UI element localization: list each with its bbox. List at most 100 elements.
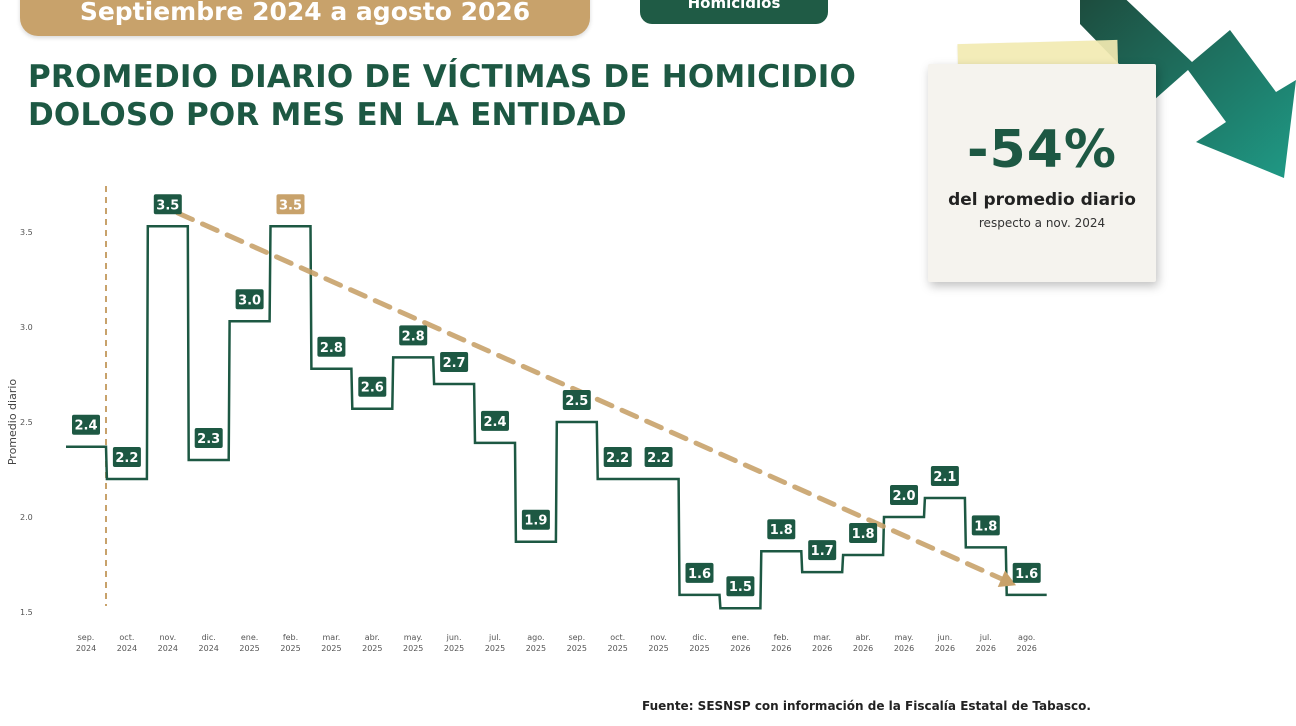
data-label-text: 2.1: [933, 470, 956, 485]
data-label-text: 2.4: [483, 415, 506, 430]
data-label-box: [194, 428, 223, 448]
data-label-text: 1.7: [811, 544, 834, 559]
category-pill: Homicidios: [640, 0, 828, 24]
x-tick-year: 2026: [730, 644, 750, 653]
data-label: 3.0: [235, 289, 264, 310]
x-tick-year: 2025: [648, 644, 668, 653]
x-tick-month: jul.: [979, 633, 992, 642]
y-tick-label: 3.0: [20, 323, 33, 332]
data-label-text: 2.2: [606, 451, 629, 466]
data-label-box: [644, 447, 673, 467]
daily-average-chart: Promedio diario 1.5 2.0 2.5 3.0 3.5 2.4 2.2 3.5 2…: [6, 186, 1047, 653]
data-label-box: [72, 414, 100, 435]
data-label-text: 1.8: [770, 523, 793, 538]
x-tick-month: jun.: [936, 633, 952, 642]
data-label-text: 3.0: [238, 293, 261, 308]
x-tick-year: 2026: [976, 644, 996, 653]
x-tick-month: ene.: [241, 633, 258, 642]
y-tick-label: 2.5: [20, 418, 33, 427]
x-tick-month: nov.: [650, 633, 667, 642]
data-label: 2.6: [358, 376, 387, 397]
data-label-box: [399, 325, 428, 346]
data-label-text: 2.2: [115, 451, 138, 466]
chart-title-line2: DOLOSO POR MES EN LA ENTIDAD: [28, 97, 627, 133]
x-tick-year: 2025: [567, 644, 587, 653]
data-label-text: 2.8: [402, 329, 425, 344]
data-label: 2.4: [72, 414, 100, 435]
y-tick-label: 1.5: [20, 608, 33, 617]
x-tick-month: dic.: [692, 633, 706, 642]
x-tick-month: nov.: [159, 633, 176, 642]
data-label-text: 2.7: [443, 356, 466, 371]
data-label-box: [440, 352, 469, 372]
data-label: 2.8: [317, 336, 346, 357]
reduction-percent: -54%: [966, 120, 1118, 180]
x-tick-year: 2024: [199, 644, 219, 653]
data-label: 2.1: [930, 466, 959, 486]
data-label: 1.9: [521, 509, 550, 530]
x-tick-month: jul.: [488, 633, 501, 642]
x-tick-year: 2025: [362, 644, 382, 653]
x-tick-year: 2024: [158, 644, 178, 653]
x-tick-month: abr.: [856, 633, 871, 642]
data-label: 2.7: [440, 352, 469, 372]
data-label: 1.6: [1012, 562, 1041, 583]
x-tick-year: 2025: [689, 644, 709, 653]
x-tick-year: 2026: [935, 644, 955, 653]
data-label-box: [358, 376, 387, 397]
data-label-box: [603, 447, 632, 467]
data-label-text: 1.6: [688, 567, 711, 582]
x-tick-month: dic.: [202, 633, 216, 642]
data-label-box: [930, 466, 959, 486]
x-tick-month: oct.: [610, 633, 625, 642]
y-tick-label: 2.0: [20, 513, 33, 522]
data-label: 2.5: [562, 390, 591, 410]
x-tick-year: 2025: [403, 644, 423, 653]
data-label: 2.3: [194, 428, 223, 448]
data-label-box: [808, 540, 837, 561]
source-note: Fuente: SESNSP con información de la Fis…: [642, 699, 1091, 713]
chart-title-line1: PROMEDIO DIARIO DE VÍCTIMAS DE HOMICIDIO: [28, 59, 857, 95]
data-label: 3.5: [276, 194, 305, 215]
x-tick-month: ago.: [527, 633, 544, 642]
data-label-box: [153, 194, 182, 215]
data-label-box: [767, 519, 796, 540]
data-label-box: [235, 289, 264, 310]
data-label-box: [317, 336, 346, 357]
data-label-text: 2.6: [361, 381, 384, 396]
data-label-box: [112, 447, 141, 467]
x-tick-year: 2026: [771, 644, 791, 653]
reduction-note: -54% del promedio diario respecto a nov.…: [928, 64, 1156, 282]
data-label-box: [849, 523, 878, 543]
data-label-box: [726, 576, 755, 597]
x-tick-month: sep.: [568, 633, 585, 642]
trend-arrowhead: [997, 570, 1017, 588]
data-label-text: 2.4: [74, 419, 97, 434]
x-tick-year: 2025: [239, 644, 259, 653]
data-label-text: 2.8: [320, 341, 343, 356]
x-tick-month: may.: [895, 633, 914, 642]
x-tick-year: 2024: [76, 644, 96, 653]
x-tick-month: feb.: [774, 633, 789, 642]
x-tick-month: mar.: [323, 633, 341, 642]
data-label-box: [521, 509, 550, 530]
reduction-reference: respecto a nov. 2024: [978, 216, 1106, 230]
x-tick-month: abr.: [365, 633, 380, 642]
data-label-text: 1.9: [524, 514, 547, 529]
data-label: 1.5: [726, 576, 755, 597]
data-label-box: [562, 390, 591, 410]
data-label-text: 2.5: [565, 394, 588, 409]
x-tick-year: 2026: [1017, 644, 1037, 653]
data-label: 2.4: [481, 410, 509, 431]
chart-title: PROMEDIO DIARIO DE VÍCTIMAS DE HOMICIDIO…: [28, 58, 856, 134]
data-label-text: 2.2: [647, 451, 670, 466]
data-label: 1.8: [767, 519, 796, 540]
down-trend-arrow-icon: [1080, 0, 1296, 178]
data-label: 1.8: [971, 515, 1000, 536]
period-banner: Septiembre 2024 a agosto 2026: [20, 0, 590, 36]
data-label-box: [971, 515, 1000, 536]
data-label-text: 1.8: [974, 519, 997, 534]
data-label: 1.7: [808, 540, 837, 561]
x-tick-month: jun.: [446, 633, 462, 642]
x-tick-month: mar.: [813, 633, 831, 642]
